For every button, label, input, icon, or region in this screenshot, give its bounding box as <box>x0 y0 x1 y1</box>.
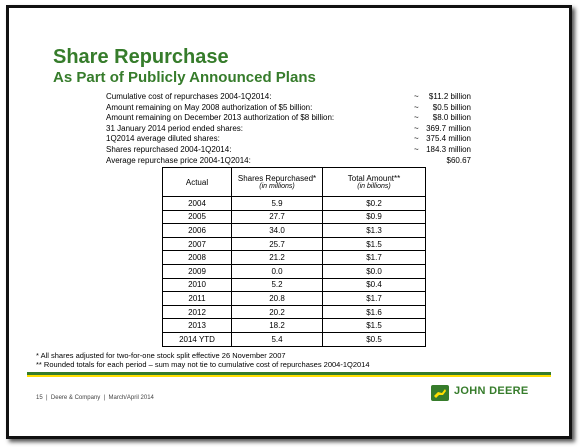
column-header: Actual <box>162 167 232 197</box>
summary-label: Average repurchase price 2004-1Q2014: <box>106 155 251 165</box>
cell: $1.5 <box>322 236 426 252</box>
footnote: ** Rounded totals for each period – sum … <box>36 360 370 369</box>
column-header: Total Amount** (in billions) <box>322 167 426 197</box>
cell: 25.7 <box>231 236 323 252</box>
footer: 15 | Deere & Company | March/April 2014 <box>36 395 154 401</box>
title: Share Repurchase <box>53 46 229 68</box>
approx: ~ <box>414 134 419 144</box>
column-title: Shares Repurchased* <box>237 174 317 183</box>
table-row: 2009 0.0 $0.0 <box>162 263 426 279</box>
table-row: 2004 5.9 $0.2 <box>162 196 426 211</box>
cell: 2008 <box>162 250 232 265</box>
cell: $1.7 <box>322 250 426 265</box>
summary-value: 184.3 million <box>426 145 471 154</box>
cell: 2007 <box>162 236 232 252</box>
summary-label: Amount remaining on December 2013 author… <box>106 113 335 123</box>
divider <box>27 375 551 377</box>
column-unit: (in millions) <box>259 183 295 190</box>
table-row: 2013 18.2 $1.5 <box>162 318 426 333</box>
summary-value: $8.0 billion <box>432 113 471 123</box>
slide: Share Repurchase As Part of Publicly Ann… <box>6 5 572 439</box>
column-header: Shares Repurchased* (in millions) <box>231 167 323 197</box>
cell: $1.5 <box>322 318 426 333</box>
summary-label: Shares repurchased 2004-1Q2014: <box>106 145 232 154</box>
cell: 20.2 <box>231 304 323 320</box>
table-row: 2014 YTD 5.4 $0.5 <box>162 331 426 347</box>
cell: $0.2 <box>322 196 426 211</box>
cell: 2009 <box>162 263 232 279</box>
repurchase-table: Actual Shares Repurchased* (in millions) To… <box>162 167 426 347</box>
footnote: * All shares adjusted for two-for-one st… <box>36 351 286 360</box>
cell: 0.0 <box>231 263 323 279</box>
table-row: 2007 25.7 $1.5 <box>162 236 426 252</box>
cell: 5.4 <box>231 331 323 347</box>
column-title: Total Amount** <box>347 174 401 183</box>
summary-label: 31 January 2014 period ended shares: <box>106 123 243 133</box>
cell: $0.5 <box>322 331 426 347</box>
logo: JOHN DEERE <box>454 385 529 397</box>
approx: ~ <box>414 145 419 154</box>
summary-value: $0.5 billion <box>432 102 471 112</box>
cell: $0.4 <box>322 277 426 293</box>
cell: 20.8 <box>231 291 323 306</box>
date: March/April 2014 <box>108 395 154 401</box>
cell: 2005 <box>162 209 232 225</box>
summary-value: $11.2 billion <box>428 92 471 101</box>
cell: 2013 <box>162 318 232 333</box>
cell: 2010 <box>162 277 232 293</box>
summary-value: 375.4 million <box>426 134 471 144</box>
cell: 2004 <box>162 196 232 211</box>
cell: 21.2 <box>231 250 323 265</box>
subtitle: As Part of Publicly Announced Plans <box>53 69 316 86</box>
cell: $0.0 <box>322 263 426 279</box>
table-row: 2005 27.7 $0.9 <box>162 209 426 225</box>
cell: 34.0 <box>231 223 323 238</box>
approx: ~ <box>414 113 419 123</box>
column-unit: (in billions) <box>357 183 391 190</box>
table-row: 2008 21.2 $1.7 <box>162 250 426 265</box>
page-number: 15 <box>36 395 43 401</box>
table-row: 2010 5.2 $0.4 <box>162 277 426 293</box>
approx: ~ <box>414 102 419 112</box>
company: Deere & Company <box>50 395 101 401</box>
table-row: 2006 34.0 $1.3 <box>162 223 426 238</box>
summary-label: Cumulative cost of repurchases 2004-1Q20… <box>106 92 272 101</box>
approx: ~ <box>414 92 419 101</box>
cell: $1.7 <box>322 291 426 306</box>
cell: 5.2 <box>231 277 323 293</box>
table-row: 2011 20.8 $1.7 <box>162 291 426 306</box>
approx: ~ <box>414 123 419 133</box>
cell: 2011 <box>162 291 232 306</box>
column-title: Actual <box>185 177 209 187</box>
cell: 18.2 <box>231 318 323 333</box>
cell: 5.9 <box>231 196 323 211</box>
cell: 2006 <box>162 223 232 238</box>
cell: $1.3 <box>322 223 426 238</box>
logo-icon <box>431 385 449 401</box>
summary-value: 369.7 million <box>426 123 471 133</box>
cell: $0.9 <box>322 209 426 225</box>
header-row: Actual Shares Repurchased* (in millions) To… <box>162 167 426 197</box>
cell: $1.6 <box>322 304 426 320</box>
summary-value: $60.67 <box>446 155 471 165</box>
summary-label: 1Q2014 average diluted shares: <box>106 134 220 144</box>
table-row: 2012 20.2 $1.6 <box>162 304 426 320</box>
table-body: 2004 5.9 $0.2 2005 27.7 $0.9 2006 34.0 $1.3 2007 2… <box>162 196 426 347</box>
cell: 2014 YTD <box>162 331 232 347</box>
summary-label: Amount remaining on May 2008 authorizati… <box>106 102 313 112</box>
cell: 2012 <box>162 304 232 320</box>
divider <box>27 372 551 375</box>
cell: 27.7 <box>231 209 323 225</box>
